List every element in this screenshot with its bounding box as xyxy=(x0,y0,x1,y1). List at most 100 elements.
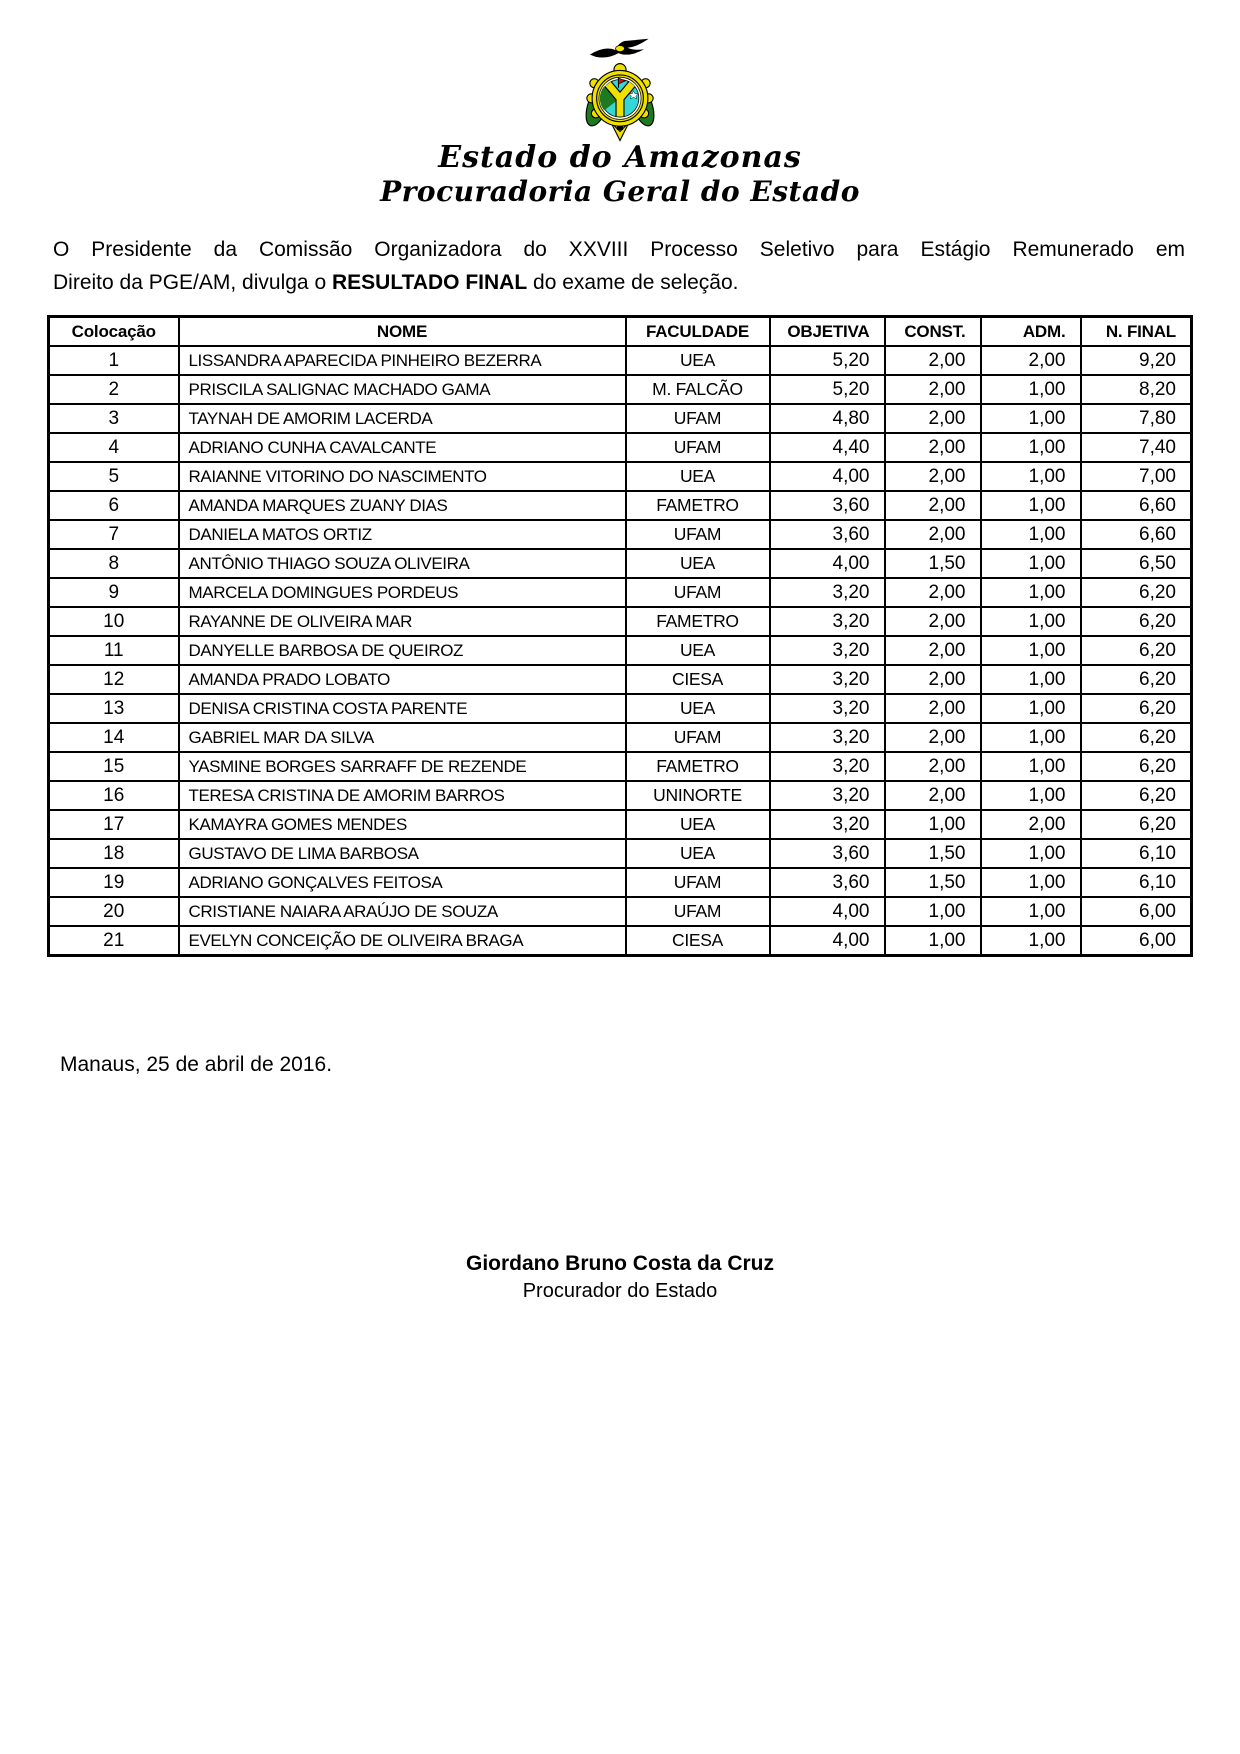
table-row: 1 LISSANDRA APARECIDA PINHEIRO BEZERRA UEA… xyxy=(47,345,1193,376)
table-row: 21 EVELYN CONCEIÇÃO DE OLIVEIRA BRAGA CIES… xyxy=(47,925,1193,957)
table-cell: 2,00 xyxy=(883,432,982,463)
table-cell: CRISTIANE NAIARA ARAÚJO DE SOUZA xyxy=(177,896,627,927)
table-cell: DANIELA MATOS ORTIZ xyxy=(177,519,627,550)
table-cell: 1,50 xyxy=(883,548,982,579)
table-cell: 1,50 xyxy=(883,867,982,898)
column-header: Colocação xyxy=(47,315,180,347)
table-cell: UFAM xyxy=(624,577,771,608)
table-cell: 1,00 xyxy=(979,490,1082,521)
table-cell: 6,20 xyxy=(1079,664,1193,695)
table-cell: UEA xyxy=(624,345,771,376)
table-cell: 3,60 xyxy=(768,490,886,521)
intro-line2-before: Direito da PGE/AM, divulga o xyxy=(53,270,332,294)
table-cell: 3,20 xyxy=(768,809,886,840)
table-cell: 1,00 xyxy=(883,809,982,840)
table-cell: 15 xyxy=(47,751,180,782)
table-cell: 1,00 xyxy=(979,751,1082,782)
amazonas-coat-of-arms-icon xyxy=(585,38,655,142)
table-cell: 4,80 xyxy=(768,403,886,434)
table-cell: DANYELLE BARBOSA DE QUEIROZ xyxy=(177,635,627,666)
table-cell: UFAM xyxy=(624,722,771,753)
table-cell: ADRIANO GONÇALVES FEITOSA xyxy=(177,867,627,898)
table-row: 15 YASMINE BORGES SARRAFF DE REZENDE FAMET… xyxy=(47,751,1193,782)
results-table: Colocação NOME FACULDADE OBJETIVA CONST. ADM.… xyxy=(47,315,1193,957)
table-cell: 2,00 xyxy=(883,693,982,724)
table-row: 9 MARCELA DOMINGUES PORDEUS UFAM 3,20 2,00 1,… xyxy=(47,577,1193,608)
table-cell: 4 xyxy=(47,432,180,463)
table-cell: CIESA xyxy=(624,925,771,957)
table-cell: CIESA xyxy=(624,664,771,695)
table-cell: 18 xyxy=(47,838,180,869)
table-cell: 6,20 xyxy=(1079,780,1193,811)
column-header: CONST. xyxy=(883,315,982,347)
table-row: 10 RAYANNE DE OLIVEIRA MAR FAMETRO 3,20 2,00… xyxy=(47,606,1193,637)
table-cell: 17 xyxy=(47,809,180,840)
table-cell: 1,00 xyxy=(979,635,1082,666)
table-cell: 3,60 xyxy=(768,838,886,869)
table-row: 3 TAYNAH DE AMORIM LACERDA UFAM 4,80 2,00 1,0… xyxy=(47,403,1193,434)
table-cell: YASMINE BORGES SARRAFF DE REZENDE xyxy=(177,751,627,782)
column-header: N. FINAL xyxy=(1079,315,1193,347)
table-cell: 3,20 xyxy=(768,751,886,782)
results-table-container: Colocação NOME FACULDADE OBJETIVA CONST. ADM.… xyxy=(47,315,1193,957)
table-row: 13 DENISA CRISTINA COSTA PARENTE UEA 3,20 2,… xyxy=(47,693,1193,724)
table-cell: 3,20 xyxy=(768,693,886,724)
org-name-line1: Estado do Amazonas xyxy=(438,140,802,175)
table-cell: KAMAYRA GOMES MENDES xyxy=(177,809,627,840)
signature-name: Giordano Bruno Costa da Cruz xyxy=(465,1252,774,1275)
table-cell: 3,20 xyxy=(768,780,886,811)
table-row: 8 ANTÔNIO THIAGO SOUZA OLIVEIRA UEA 4,00 1,5… xyxy=(47,548,1193,579)
table-cell: 1,00 xyxy=(979,374,1082,405)
table-cell: 4,00 xyxy=(768,896,886,927)
table-row: 14 GABRIEL MAR DA SILVA UFAM 3,20 2,00 1,00 6,… xyxy=(47,722,1193,753)
table-cell: M. FALCÃO xyxy=(624,374,771,405)
intro-line2: Direito da PGE/AM, divulga o RESULTADO F… xyxy=(53,267,1185,300)
table-cell: 1,00 xyxy=(979,780,1082,811)
table-cell: EVELYN CONCEIÇÃO DE OLIVEIRA BRAGA xyxy=(177,925,627,957)
table-cell: 8 xyxy=(47,548,180,579)
table-cell: 1,50 xyxy=(883,838,982,869)
table-cell: 1,00 xyxy=(979,867,1082,898)
table-cell: 8,20 xyxy=(1079,374,1193,405)
table-cell: 3,20 xyxy=(768,635,886,666)
table-cell: RAYANNE DE OLIVEIRA MAR xyxy=(177,606,627,637)
table-cell: UEA xyxy=(624,635,771,666)
signature-block: Giordano Bruno Costa da Cruz Procurador … xyxy=(0,1252,1240,1303)
intro-paragraph: O Presidente da Comissão Organizadora do… xyxy=(53,234,1185,299)
table-cell: 2,00 xyxy=(883,403,982,434)
table-cell: 6 xyxy=(47,490,180,521)
table-row: 16 TERESA CRISTINA DE AMORIM BARROS UNINOR… xyxy=(47,780,1193,811)
table-cell: 1,00 xyxy=(979,693,1082,724)
table-row: 7 DANIELA MATOS ORTIZ UFAM 3,60 2,00 1,00 6,60 xyxy=(47,519,1193,550)
table-cell: UEA xyxy=(624,548,771,579)
table-cell: UEA xyxy=(624,461,771,492)
table-row: 4 ADRIANO CUNHA CAVALCANTE UFAM 4,40 2,00 1,0… xyxy=(47,432,1193,463)
table-cell: 16 xyxy=(47,780,180,811)
table-cell: 3,20 xyxy=(768,722,886,753)
table-cell: RAIANNE VITORINO DO NASCIMENTO xyxy=(177,461,627,492)
table-cell: 1,00 xyxy=(979,461,1082,492)
table-cell: UEA xyxy=(624,838,771,869)
table-cell: 6,20 xyxy=(1079,693,1193,724)
table-cell: UFAM xyxy=(624,867,771,898)
table-head: Colocação NOME FACULDADE OBJETIVA CONST. ADM.… xyxy=(47,315,1193,347)
table-cell: 1,00 xyxy=(979,664,1082,695)
table-cell: 21 xyxy=(47,925,180,957)
table-cell: 2,00 xyxy=(883,490,982,521)
intro-line1: O Presidente da Comissão Organizadora do… xyxy=(53,238,1185,261)
table-cell: 6,20 xyxy=(1079,751,1193,782)
table-cell: 4,00 xyxy=(768,461,886,492)
table-body: 1 LISSANDRA APARECIDA PINHEIRO BEZERRA UEA… xyxy=(47,345,1193,957)
table-cell: 6,00 xyxy=(1079,896,1193,927)
table-cell: FAMETRO xyxy=(624,606,771,637)
table-cell: UFAM xyxy=(624,519,771,550)
table-cell: 6,60 xyxy=(1079,519,1193,550)
table-cell: 2 xyxy=(47,374,180,405)
table-cell: 3,60 xyxy=(768,519,886,550)
column-header: NOME xyxy=(177,315,627,347)
table-row: 17 KAMAYRA GOMES MENDES UEA 3,20 1,00 2,00 6,2… xyxy=(47,809,1193,840)
table-cell: GABRIEL MAR DA SILVA xyxy=(177,722,627,753)
table-cell: UFAM xyxy=(624,432,771,463)
table-cell: UNINORTE xyxy=(624,780,771,811)
table-cell: 2,00 xyxy=(883,751,982,782)
